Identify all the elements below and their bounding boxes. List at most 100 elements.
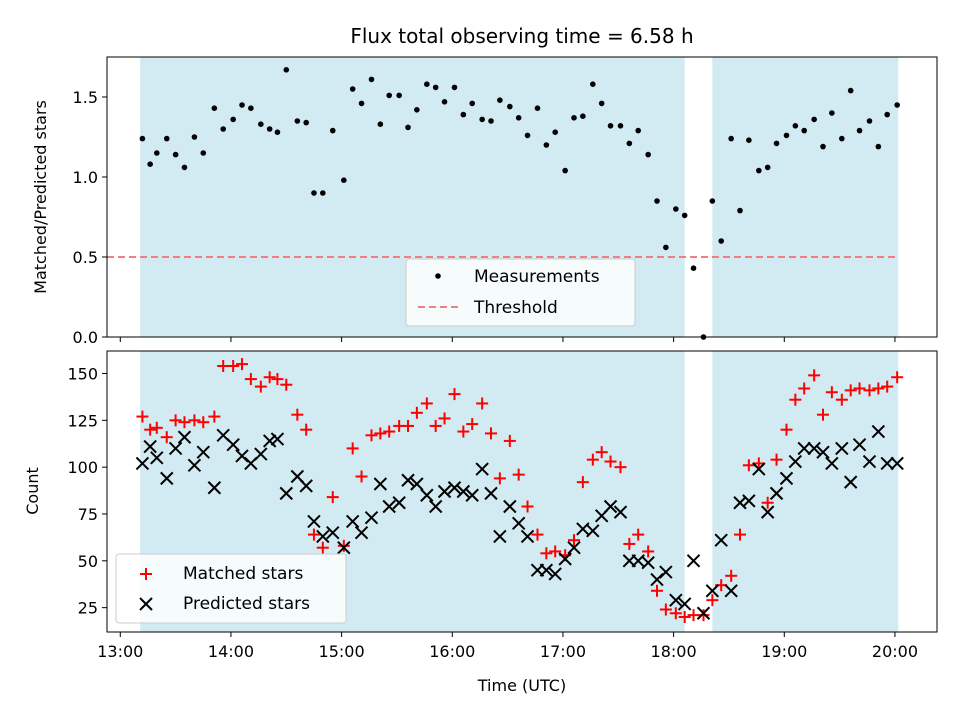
predicted-star-point: [187, 458, 202, 472]
measurement-point: [515, 115, 522, 121]
measurement-point: [552, 129, 558, 135]
measurement-point: [377, 121, 384, 127]
count-panel-frame: [106, 350, 938, 633]
predicted-star-stroke: [484, 486, 498, 501]
predicted-star-stroke: [345, 514, 360, 529]
matched-star-point: [761, 496, 774, 509]
matched-star-point: [521, 500, 534, 513]
measurement-point: [654, 198, 660, 204]
count-xtick-label: 14:00: [208, 642, 254, 661]
predicted-star-stroke: [613, 505, 628, 519]
predicted-star-point: [143, 439, 157, 454]
predicted-star-point: [880, 456, 894, 471]
predicted-star-stroke: [511, 516, 526, 531]
predicted-star-stroke: [235, 449, 249, 463]
measurement-point: [441, 99, 448, 105]
measurement-point: [451, 84, 458, 91]
predicted-star-point: [392, 496, 406, 510]
matched-star-point: [808, 369, 821, 382]
matched-star-point: [632, 528, 645, 541]
predicted-star-stroke: [843, 475, 858, 489]
measurement-point: [349, 86, 356, 92]
predicted-star-point: [852, 437, 867, 452]
predicted-star-stroke: [659, 565, 673, 579]
predicted-star-point: [196, 445, 210, 459]
matched-star-point: [197, 416, 210, 429]
matched-star-point: [402, 419, 415, 432]
matched-star-point: [227, 359, 240, 372]
matched-star-point: [651, 584, 664, 597]
predicted-star-stroke: [150, 451, 164, 465]
matched-star-point: [531, 528, 544, 541]
predicted-star-point: [437, 484, 452, 499]
predicted-star-point: [475, 462, 489, 476]
predicted-star-stroke: [364, 511, 379, 525]
matched-star-point: [420, 397, 433, 410]
measurement-point: [386, 92, 393, 99]
measurement-point: [341, 177, 347, 183]
predicted-star-stroke: [168, 441, 183, 456]
predicted-star-point: [779, 471, 794, 486]
predicted-star-point: [742, 494, 756, 508]
measurement-point: [543, 142, 550, 148]
predicted-star-point: [447, 481, 462, 495]
predicted-star-stroke: [299, 479, 313, 493]
matched-star-point: [271, 373, 284, 386]
matched-star-point: [410, 406, 423, 419]
measurement-point: [690, 265, 697, 272]
predicted-star-point: [714, 533, 728, 547]
x-axis-label: Time (UTC): [477, 676, 566, 695]
predicted-star-stroke: [558, 552, 572, 566]
ratio-ytick-label: 1.5: [73, 88, 98, 107]
matched-star-point: [742, 459, 755, 472]
predicted-star-stroke: [207, 481, 222, 495]
matched-star-point: [365, 429, 378, 442]
legend-matched-marker: [140, 568, 152, 580]
count-xtick-label: 13:00: [97, 642, 143, 661]
legend-predicted-label: Predicted stars: [183, 594, 310, 614]
matched-star-point: [300, 423, 313, 436]
matched-star-point: [770, 453, 783, 466]
matched-star-point: [891, 371, 904, 384]
matched-star-point: [307, 528, 320, 541]
predicted-star-point: [641, 555, 655, 570]
predicted-star-stroke: [714, 533, 728, 547]
measurement-point: [220, 126, 226, 132]
predicted-star-point: [337, 540, 351, 555]
count-ytick-label: 25: [78, 599, 98, 618]
matched-star-point: [586, 453, 599, 466]
predicted-star-stroke: [835, 441, 849, 456]
predicted-star-point: [177, 430, 192, 444]
predicted-star-stroke: [177, 430, 192, 444]
predicted-star-stroke: [890, 456, 904, 471]
measurement-point: [829, 110, 835, 116]
matched-star-point: [466, 418, 479, 431]
count-xtick-label: 19:00: [761, 642, 807, 661]
predicted-star-stroke: [686, 554, 701, 568]
count-ytick-label: 125: [67, 411, 98, 430]
predicted-star-point: [677, 597, 692, 611]
ratio-panel-frame: [106, 56, 938, 338]
matched-star-point: [568, 534, 581, 547]
predicted-star-stroke: [326, 526, 340, 540]
predicted-star-stroke: [603, 499, 618, 514]
predicted-star-stroke: [779, 471, 794, 486]
predicted-star-point: [307, 514, 321, 529]
ratio-panel: 0.0 0.5 1.0 1.5 Matched/Predicted stars Mea…: [31, 56, 938, 347]
measurement-point: [303, 119, 310, 126]
count-legend-box: [115, 553, 347, 624]
matched-star-point: [825, 386, 838, 399]
matched-star-point: [448, 388, 461, 401]
matched-star-point: [485, 427, 498, 440]
predicted-star-stroke: [807, 441, 821, 456]
predicted-star-point: [769, 486, 784, 501]
measurement-point: [172, 151, 179, 158]
predicted-star-stroke: [354, 526, 369, 540]
matched-star-point: [697, 609, 710, 622]
predicted-star-point: [382, 499, 396, 514]
matched-star-point: [734, 528, 747, 541]
measurement-point: [894, 102, 900, 108]
predicted-star-stroke: [382, 499, 396, 514]
measurement-point: [191, 134, 198, 140]
